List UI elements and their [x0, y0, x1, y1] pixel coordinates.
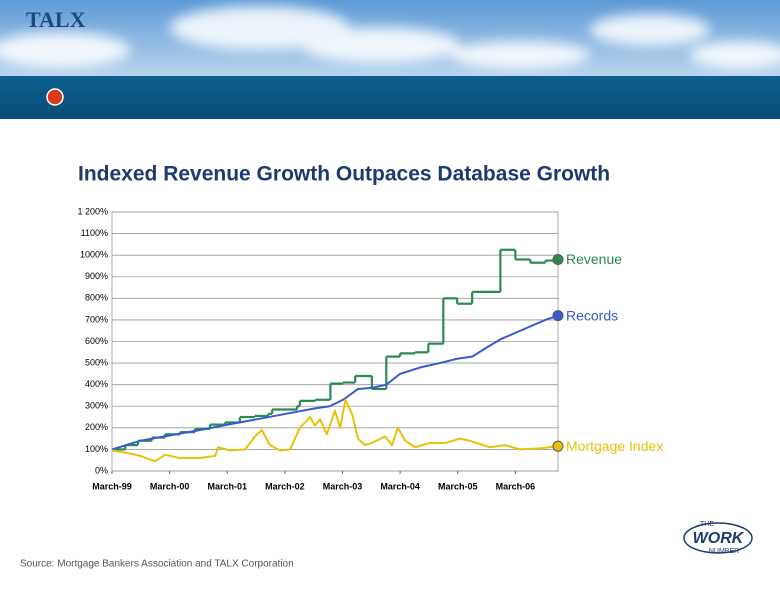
x-tick-label: March-06 [496, 481, 536, 491]
header-band [0, 76, 780, 119]
x-tick-label: March-04 [380, 481, 420, 491]
y-tick-label: 700% [85, 314, 108, 324]
x-tick-label: March-99 [92, 481, 132, 491]
y-tick-label: 300% [85, 401, 108, 411]
y-tick-label: 100% [85, 444, 108, 454]
series-label: Records [566, 307, 618, 323]
clouds [0, 6, 780, 69]
logo-main: WORK [693, 530, 745, 547]
y-tick-label: 400% [85, 379, 108, 389]
x-tick-label: March-00 [150, 481, 190, 491]
y-tick-label: 1100% [81, 228, 108, 238]
footer-logo: THE WORK NUMBER [683, 521, 753, 555]
x-tick-label: March-01 [207, 481, 247, 491]
series-line [111, 314, 559, 451]
chart: 0% 100% 200% 300% 400% 500% 600% 700% 800% 900% 10… [77, 206, 663, 491]
y-tick-label: 200% [85, 422, 108, 432]
chart-title: Indexed Revenue Growth Outpaces Database… [78, 163, 610, 186]
y-tick-label: 1000% [80, 250, 108, 260]
y-tick-label: 600% [85, 336, 108, 346]
x-tick-label: March-03 [323, 481, 363, 491]
y-tick-label: 900% [85, 271, 108, 281]
source: Source: Mortgage Bankers Association and… [20, 559, 294, 570]
end-marker [552, 310, 564, 322]
logo-top: THE [700, 521, 714, 528]
series-label: Mortgage Index [566, 438, 663, 454]
bullet [46, 88, 64, 106]
series-line [111, 398, 559, 463]
series-label: Revenue [566, 251, 622, 267]
y-tick-label: 800% [85, 293, 108, 303]
end-marker [552, 440, 564, 452]
logo: TALX [26, 7, 86, 32]
x-tick-label: March-05 [438, 481, 478, 491]
y-tick-label: 0% [95, 465, 108, 475]
logo-bottom: NUMBER [709, 548, 739, 555]
y-tick-label: 1 200% [77, 206, 108, 216]
y-tick-label: 500% [85, 357, 108, 367]
end-marker [552, 253, 564, 265]
x-tick-label: March-02 [265, 481, 305, 491]
logo-ring [683, 522, 753, 554]
